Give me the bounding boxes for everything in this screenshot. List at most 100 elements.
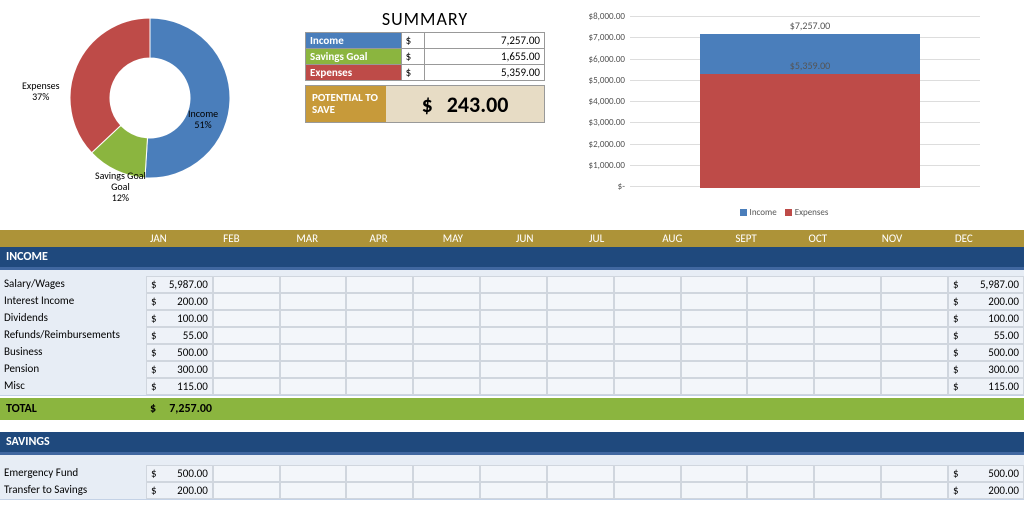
cell-empty[interactable]: [413, 344, 480, 361]
cell-empty[interactable]: [413, 310, 480, 327]
cell-jan[interactable]: $500.00: [146, 465, 213, 482]
cell-jan[interactable]: $300.00: [146, 361, 213, 378]
cell-empty[interactable]: [280, 327, 347, 344]
cell-jan[interactable]: $115.00: [146, 378, 213, 395]
cell-empty[interactable]: [814, 310, 881, 327]
cell-empty[interactable]: [681, 465, 748, 482]
cell-empty[interactable]: [614, 378, 681, 395]
cell-empty[interactable]: [346, 293, 413, 310]
cell-empty[interactable]: [681, 361, 748, 378]
cell-empty[interactable]: [747, 482, 814, 499]
cell-empty[interactable]: [747, 361, 814, 378]
cell-empty[interactable]: [681, 293, 748, 310]
cell-empty[interactable]: [280, 276, 347, 293]
cell-empty[interactable]: [213, 310, 280, 327]
cell-empty[interactable]: [681, 378, 748, 395]
cell-empty[interactable]: [413, 327, 480, 344]
cell-empty[interactable]: [213, 293, 280, 310]
cell-empty[interactable]: [413, 465, 480, 482]
cell-empty[interactable]: [547, 361, 614, 378]
cell-empty[interactable]: [280, 378, 347, 395]
cell-empty[interactable]: [747, 276, 814, 293]
cell-empty[interactable]: [681, 327, 748, 344]
cell-jan[interactable]: $55.00: [146, 327, 213, 344]
cell-empty[interactable]: [614, 276, 681, 293]
cell-empty[interactable]: [280, 344, 347, 361]
cell-empty[interactable]: [614, 465, 681, 482]
cell-empty[interactable]: [881, 327, 948, 344]
cell-empty[interactable]: [413, 482, 480, 499]
cell-empty[interactable]: [814, 361, 881, 378]
cell-empty[interactable]: [480, 361, 547, 378]
cell-empty[interactable]: [480, 293, 547, 310]
cell-jan[interactable]: $200.00: [146, 482, 213, 499]
cell-empty[interactable]: [547, 293, 614, 310]
cell-empty[interactable]: [881, 361, 948, 378]
cell-empty[interactable]: [881, 465, 948, 482]
cell-empty[interactable]: [614, 293, 681, 310]
cell-empty[interactable]: [814, 378, 881, 395]
cell-empty[interactable]: [547, 310, 614, 327]
cell-empty[interactable]: [480, 276, 547, 293]
cell-empty[interactable]: [547, 327, 614, 344]
cell-empty[interactable]: [547, 344, 614, 361]
cell-empty[interactable]: [747, 310, 814, 327]
cell-empty[interactable]: [413, 276, 480, 293]
cell-empty[interactable]: [280, 482, 347, 499]
cell-empty[interactable]: [881, 310, 948, 327]
cell-empty[interactable]: [614, 344, 681, 361]
cell-empty[interactable]: [213, 465, 280, 482]
cell-empty[interactable]: [747, 327, 814, 344]
cell-empty[interactable]: [547, 482, 614, 499]
cell-empty[interactable]: [480, 465, 547, 482]
cell-empty[interactable]: [413, 378, 480, 395]
cell-empty[interactable]: [413, 293, 480, 310]
cell-empty[interactable]: [747, 293, 814, 310]
cell-empty[interactable]: [213, 378, 280, 395]
cell-empty[interactable]: [881, 293, 948, 310]
cell-empty[interactable]: [280, 361, 347, 378]
cell-empty[interactable]: [480, 378, 547, 395]
cell-empty[interactable]: [614, 327, 681, 344]
cell-empty[interactable]: [881, 276, 948, 293]
cell-empty[interactable]: [547, 465, 614, 482]
cell-empty[interactable]: [213, 344, 280, 361]
cell-empty[interactable]: [480, 327, 547, 344]
cell-empty[interactable]: [814, 276, 881, 293]
cell-empty[interactable]: [213, 482, 280, 499]
cell-empty[interactable]: [547, 378, 614, 395]
cell-empty[interactable]: [747, 465, 814, 482]
cell-empty[interactable]: [681, 344, 748, 361]
cell-empty[interactable]: [614, 361, 681, 378]
cell-empty[interactable]: [346, 465, 413, 482]
cell-empty[interactable]: [814, 465, 881, 482]
cell-empty[interactable]: [346, 344, 413, 361]
cell-empty[interactable]: [346, 378, 413, 395]
cell-empty[interactable]: [681, 276, 748, 293]
cell-empty[interactable]: [747, 378, 814, 395]
cell-empty[interactable]: [881, 344, 948, 361]
cell-empty[interactable]: [280, 310, 347, 327]
cell-empty[interactable]: [547, 276, 614, 293]
cell-empty[interactable]: [814, 293, 881, 310]
cell-empty[interactable]: [814, 482, 881, 499]
cell-empty[interactable]: [814, 344, 881, 361]
cell-empty[interactable]: [346, 276, 413, 293]
cell-jan[interactable]: $500.00: [146, 344, 213, 361]
cell-empty[interactable]: [280, 465, 347, 482]
cell-empty[interactable]: [480, 344, 547, 361]
cell-empty[interactable]: [346, 310, 413, 327]
cell-empty[interactable]: [681, 310, 748, 327]
cell-empty[interactable]: [280, 293, 347, 310]
cell-empty[interactable]: [413, 361, 480, 378]
cell-empty[interactable]: [213, 361, 280, 378]
cell-empty[interactable]: [614, 482, 681, 499]
cell-empty[interactable]: [480, 310, 547, 327]
cell-jan[interactable]: $5,987.00: [146, 276, 213, 293]
cell-empty[interactable]: [346, 327, 413, 344]
cell-empty[interactable]: [881, 378, 948, 395]
cell-empty[interactable]: [213, 276, 280, 293]
cell-jan[interactable]: $200.00: [146, 293, 213, 310]
cell-empty[interactable]: [614, 310, 681, 327]
cell-empty[interactable]: [747, 344, 814, 361]
